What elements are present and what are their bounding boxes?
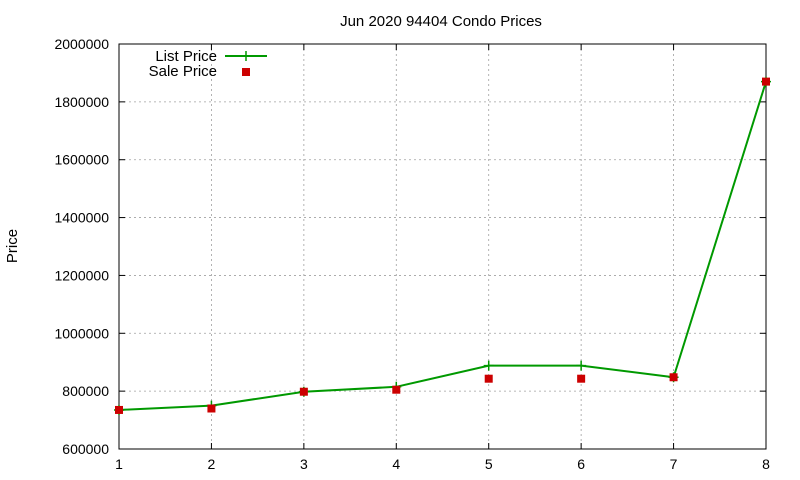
y-tick-label: 1200000 <box>54 267 109 283</box>
y-tick-label: 1400000 <box>54 210 109 226</box>
sale-price-point <box>577 374 586 383</box>
y-tick-label: 1000000 <box>54 325 109 341</box>
x-tick-label: 5 <box>485 456 493 472</box>
axis-ticks: 1 2 3 4 5 6 7 8 600000 800000 1000000 1200000 140000… <box>54 36 770 472</box>
x-tick-label: 6 <box>577 456 585 472</box>
legend-label-sale-price: Sale Price <box>149 63 217 80</box>
chart-title: Jun 2020 94404 Condo Prices <box>340 13 542 30</box>
x-tick-label: 3 <box>300 456 308 472</box>
list-price-point <box>483 360 494 371</box>
grid-lines <box>119 44 766 449</box>
list-price-line <box>118 81 767 411</box>
sale-price-point <box>115 405 123 414</box>
y-tick-label: 800000 <box>62 383 109 399</box>
legend-label-list-price: List Price <box>155 48 217 65</box>
y-tick-label: 2000000 <box>54 36 109 52</box>
sale-price-point <box>392 385 401 394</box>
y-axis-label: Price <box>4 229 21 263</box>
sale-price-point <box>299 387 308 396</box>
y-tick-label: 1800000 <box>54 94 109 110</box>
list-price-point <box>576 360 587 371</box>
sale-price-point <box>762 77 770 86</box>
sale-price-point <box>207 404 216 413</box>
plot-frame <box>118 43 767 450</box>
sale-price-point <box>669 373 678 382</box>
x-tick-label: 4 <box>392 456 400 472</box>
legend-marker-sale-price <box>242 68 250 76</box>
x-tick-label: 2 <box>208 456 216 472</box>
legend-marker-list-price <box>241 51 251 61</box>
x-tick-label: 7 <box>670 456 678 472</box>
x-tick-label: 1 <box>115 456 123 472</box>
x-tick-label: 8 <box>762 456 770 472</box>
series-layer <box>114 76 771 415</box>
sale-price-point <box>484 374 493 383</box>
y-tick-label: 600000 <box>62 441 109 457</box>
y-tick-label: 1600000 <box>54 152 109 168</box>
